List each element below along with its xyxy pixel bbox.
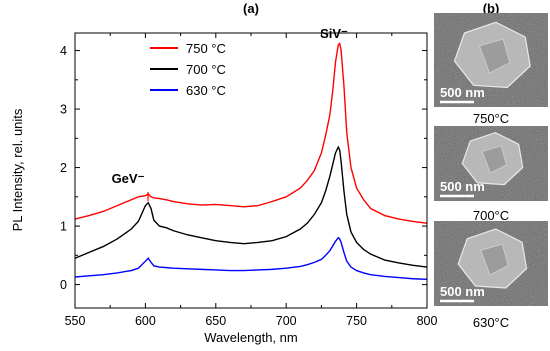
plot-frame (74, 32, 428, 309)
y-tick-label: 2 (60, 161, 67, 175)
y-tick-label: 1 (60, 220, 67, 234)
image-caption: 630°C (473, 315, 509, 330)
spectrum-line (74, 42, 428, 224)
panel-title: (b) (483, 1, 500, 16)
peak-annotation: GeV⁻ (112, 171, 145, 186)
x-tick-label: 550 (65, 314, 86, 328)
sem-image: 500 nm (434, 126, 548, 201)
crystal-facet (478, 38, 511, 74)
sem-image: 500 nm (434, 221, 548, 306)
legend-label: 750 °C (186, 41, 226, 56)
x-tick-label: 800 (417, 314, 438, 328)
y-axis-label: PL Intensity, rel. units (10, 108, 25, 231)
x-tick-label: 650 (205, 314, 226, 328)
x-tick-label: 600 (135, 314, 156, 328)
scale-bar-label: 500 nm (440, 179, 485, 194)
crystal-facet (481, 145, 507, 174)
legend-label: 630 °C (186, 83, 226, 98)
crystal-facet (480, 243, 509, 276)
scale-bar-label: 500 nm (440, 284, 485, 299)
spectrum-line (74, 236, 428, 281)
x-tick-label: 700 (276, 314, 297, 328)
scale-bar-label: 500 nm (440, 85, 485, 100)
sem-image: 500 nm (434, 13, 548, 107)
x-axis-label: Wavelength, nm (204, 330, 297, 345)
peak-annotation: SiV⁻ (320, 26, 348, 41)
chart-title: (a) (243, 1, 259, 16)
x-tick-label: 750 (346, 314, 367, 328)
image-caption: 700°C (473, 208, 509, 223)
y-tick-label: 3 (60, 103, 67, 117)
y-tick-label: 0 (60, 278, 67, 292)
legend-label: 700 °C (186, 62, 226, 77)
y-tick-label: 4 (60, 44, 67, 58)
spectrum-line (74, 145, 428, 268)
image-caption: 750°C (473, 111, 509, 126)
